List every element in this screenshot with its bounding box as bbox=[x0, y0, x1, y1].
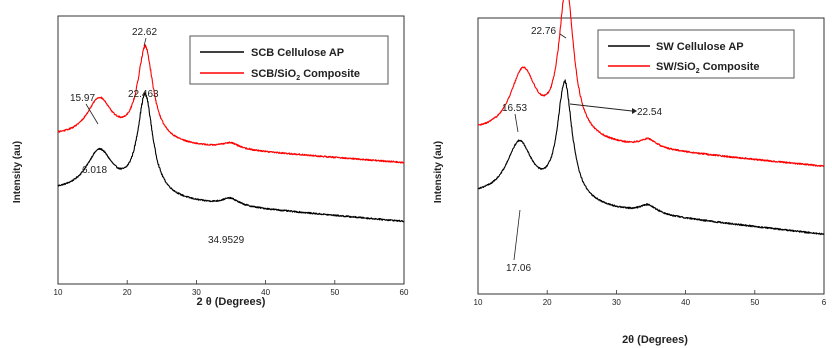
x-tick-label-right-3: 40 bbox=[681, 298, 690, 307]
x-tick-label-left-1: 20 bbox=[123, 288, 132, 297]
x-tick-label-right-0: 10 bbox=[474, 298, 483, 307]
series-line-left-cellulose bbox=[57, 92, 405, 223]
x-tick-label-left-0: 10 bbox=[54, 288, 63, 297]
annotation-22-463: 22.463 bbox=[128, 89, 159, 100]
annotation-22-76: 22.76 bbox=[531, 26, 556, 37]
x-ticks-left: 10 20 30 40 50 60 bbox=[54, 280, 409, 297]
x-tick-label-left-5: 60 bbox=[400, 288, 409, 297]
chart-left: 10 20 30 40 50 60 2 θ (Degrees) Intensity (au… bbox=[12, 15, 409, 308]
chart-right: 10 20 30 40 50 6 2θ (Degrees) Intensity (au) … bbox=[433, 0, 827, 346]
annotation-16-53: 16.53 bbox=[502, 103, 527, 114]
legend-label-sw-cellulose: SW Cellulose AP bbox=[656, 41, 744, 53]
legend-label-sw-composite: SW/SiO2 Composite bbox=[656, 61, 760, 75]
series-line-left-composite bbox=[57, 44, 405, 164]
x-tick-label-right-5: 6 bbox=[822, 298, 827, 307]
series-line-right-cellulose bbox=[477, 79, 825, 236]
legend-right: SW Cellulose AP SW/SiO2 Composite bbox=[597, 29, 795, 79]
legend-box-left bbox=[189, 35, 389, 85]
annotation-6-018: 6.018 bbox=[82, 165, 107, 176]
annotation-34-9529: 34.9529 bbox=[208, 235, 245, 246]
x-tick-label-left-2: 30 bbox=[192, 288, 201, 297]
annotations-left: 15.97 22.62 22.463 6.018 34.9529 bbox=[70, 27, 245, 246]
plot-frame-left bbox=[57, 15, 405, 285]
x-tick-label-right-1: 20 bbox=[543, 298, 552, 307]
x-tick-label-right-4: 50 bbox=[750, 298, 759, 307]
x-axis-label-right: 2θ (Degrees) bbox=[622, 334, 688, 346]
x-ticks-right: 10 20 30 40 50 6 bbox=[474, 290, 827, 307]
legend-box-right bbox=[597, 29, 795, 79]
annotation-15-97: 15.97 bbox=[70, 93, 95, 104]
annotation-17-06: 17.06 bbox=[506, 263, 531, 274]
y-axis-label-right: Intensity (au) bbox=[433, 141, 444, 203]
legend-label-scb-cellulose: SCB Cellulose AP bbox=[251, 47, 344, 59]
x-tick-label-left-4: 50 bbox=[330, 288, 339, 297]
plot-frame-right bbox=[477, 17, 825, 295]
series-line-right-composite bbox=[477, 0, 825, 167]
series-left bbox=[57, 44, 405, 223]
x-tick-label-left-3: 40 bbox=[261, 288, 270, 297]
legend-left: SCB Cellulose AP SCB/SiO2 Composite bbox=[189, 35, 389, 85]
x-axis-label-left: 2 θ (Degrees) bbox=[197, 296, 266, 308]
annotations-right: 22.76 16.53 22.54 17.06 bbox=[502, 26, 662, 274]
legend-label-scb-composite: SCB/SiO2 Composite bbox=[251, 68, 360, 82]
series-right bbox=[477, 0, 825, 236]
annotation-22-54: 22.54 bbox=[637, 107, 662, 118]
annotation-22-62: 22.62 bbox=[132, 27, 157, 38]
y-axis-label-left: Intensity (au) bbox=[12, 141, 23, 203]
x-tick-label-right-2: 30 bbox=[612, 298, 621, 307]
